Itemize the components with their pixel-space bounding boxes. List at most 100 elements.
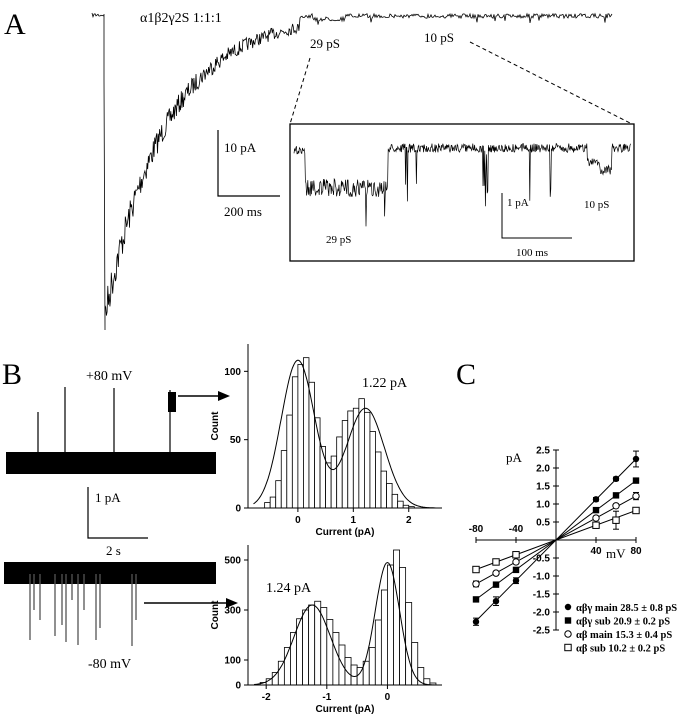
y-tick-label: -2.0	[533, 608, 551, 619]
histogram-bar	[319, 446, 326, 509]
x-tick-label: -1	[322, 692, 331, 703]
y-tick-label: 300	[224, 606, 241, 617]
iv-series: αβ sub 10.2 ± 0.2 pS	[472, 506, 665, 655]
marker-filled-circle	[592, 496, 600, 503]
marker-open-circle	[612, 502, 620, 510]
histogram-bar	[375, 451, 382, 509]
marker-filled-circle	[512, 577, 520, 584]
y-tick-label: 0	[235, 504, 241, 515]
voltage-top-label: +80 mV	[86, 369, 132, 384]
x-axis-label: Current (pA)	[316, 527, 375, 538]
histogram-bar	[368, 647, 376, 686]
fit-line	[475, 510, 637, 570]
histogram-bar	[290, 632, 297, 686]
zoom-guide-right	[469, 41, 633, 125]
histogram-bottom: 0 100 300 500 -2 -1 0 Current (pA) Count 1.24 pA	[210, 545, 442, 715]
gaussian-fit-line	[253, 359, 436, 509]
noise-band-top	[6, 452, 216, 474]
histogram-bar	[302, 609, 310, 686]
histogram-bar	[314, 600, 322, 686]
marker-filled-square	[492, 581, 500, 588]
y-axis-label: Count	[210, 411, 221, 441]
histogram-bar	[387, 564, 394, 686]
arrow-to-bottom-histogram	[144, 598, 238, 608]
marker-filled-square	[592, 506, 600, 514]
gaussian-fit-line	[254, 561, 435, 686]
histogram-bar	[275, 480, 282, 509]
histogram-bar	[286, 414, 293, 509]
histogram-bar	[330, 455, 338, 509]
y-tick-label: -1.5	[533, 590, 551, 601]
x-axis-label: mV	[606, 546, 626, 561]
y-tick-label: -0.5	[533, 554, 551, 565]
level-29ps-label: 29 pS	[310, 36, 340, 51]
legend-entry: αβγ sub 20.9 ± 0.2 pS	[576, 617, 670, 628]
marker-open-circle	[472, 580, 480, 588]
y-axis-label: pA	[506, 450, 523, 465]
histogram-bar	[374, 619, 382, 686]
histogram-bar	[336, 436, 343, 509]
y-tick-label: -1.0	[533, 572, 551, 583]
histogram-bar	[344, 657, 352, 686]
scale-current-b: 1 pA	[95, 490, 121, 505]
histogram-bar	[393, 549, 400, 686]
y-tick-label: 1.0	[536, 500, 550, 511]
burst-top	[168, 392, 176, 412]
peak-annotation: 1.24 pA	[266, 581, 312, 596]
x-tick-label: 2	[406, 515, 412, 526]
x-tick-label: 0	[295, 515, 301, 526]
single-channel-trace-top	[6, 387, 216, 474]
marker-filled-square	[512, 566, 520, 574]
histogram-top: 0 50 100 0 1 2 Current (pA) Count 1.22 pA	[210, 344, 442, 538]
x-tick-label: 1	[351, 515, 357, 526]
histogram-bar	[308, 604, 316, 686]
histogram-bar	[350, 664, 358, 686]
level-10ps-label: 10 pS	[424, 30, 454, 45]
marker-open-circle	[492, 569, 500, 577]
marker-open-circle	[632, 492, 640, 500]
y-tick-label: 0	[235, 681, 241, 692]
histogram-bar	[380, 589, 388, 686]
marker-open-circle	[592, 514, 600, 522]
marker-filled-circle	[472, 618, 480, 625]
histogram-bar	[369, 431, 376, 509]
inset-scale-bar	[501, 193, 572, 239]
marker-open-square	[564, 643, 572, 652]
panel-letter-b: B	[2, 358, 22, 391]
voltage-bottom-label: -80 mV	[88, 657, 131, 672]
arrow-to-top-histogram	[178, 391, 230, 401]
legend-entry: αβγ main 28.5 ± 0.8 pS	[576, 603, 677, 614]
iv-series: αβγ main 28.5 ± 0.8 pS	[472, 450, 677, 626]
marker-open-square	[512, 551, 520, 559]
marker-filled-circle	[492, 598, 500, 605]
x-tick-label: 80	[630, 546, 642, 557]
scale-current-a: 10 pA	[224, 140, 257, 155]
histogram-bar	[297, 364, 304, 509]
histogram-bar	[291, 376, 299, 509]
marker-filled-circle	[612, 475, 620, 482]
x-tick-label: -80	[469, 524, 484, 535]
histogram-bar	[363, 411, 371, 509]
histogram-bar	[391, 493, 399, 509]
inset-level-10ps: 10 pS	[584, 199, 609, 211]
y-tick-label: 2.5	[536, 446, 550, 457]
y-axis-label: Count	[210, 600, 221, 630]
inset-scale-time: 100 ms	[516, 247, 548, 259]
histogram-bar	[380, 470, 387, 509]
inset-level-29ps: 29 pS	[326, 234, 351, 246]
current-trace-a	[91, 12, 613, 331]
x-tick-label: -40	[509, 524, 524, 535]
marker-filled-circle	[632, 455, 640, 463]
x-tick-label: 0	[385, 692, 391, 703]
y-tick-label: 100	[224, 367, 241, 378]
histogram-bar	[269, 496, 277, 509]
histogram-bar	[338, 644, 346, 686]
iv-plot: -80 -40 40 80 -2.5 -2.0 -1.5 -1.0 -0.5 0.5 1.0 1.5 2…	[469, 446, 678, 655]
y-tick-label: 2.0	[536, 464, 550, 475]
histogram-bar	[332, 632, 340, 686]
y-tick-label: 50	[230, 435, 242, 446]
legend-entry: αβ main 15.3 ± 0.4 pS	[576, 630, 672, 641]
histogram-bar	[405, 602, 413, 686]
histogram-bar	[341, 420, 349, 509]
zoom-guide-left	[289, 57, 311, 125]
